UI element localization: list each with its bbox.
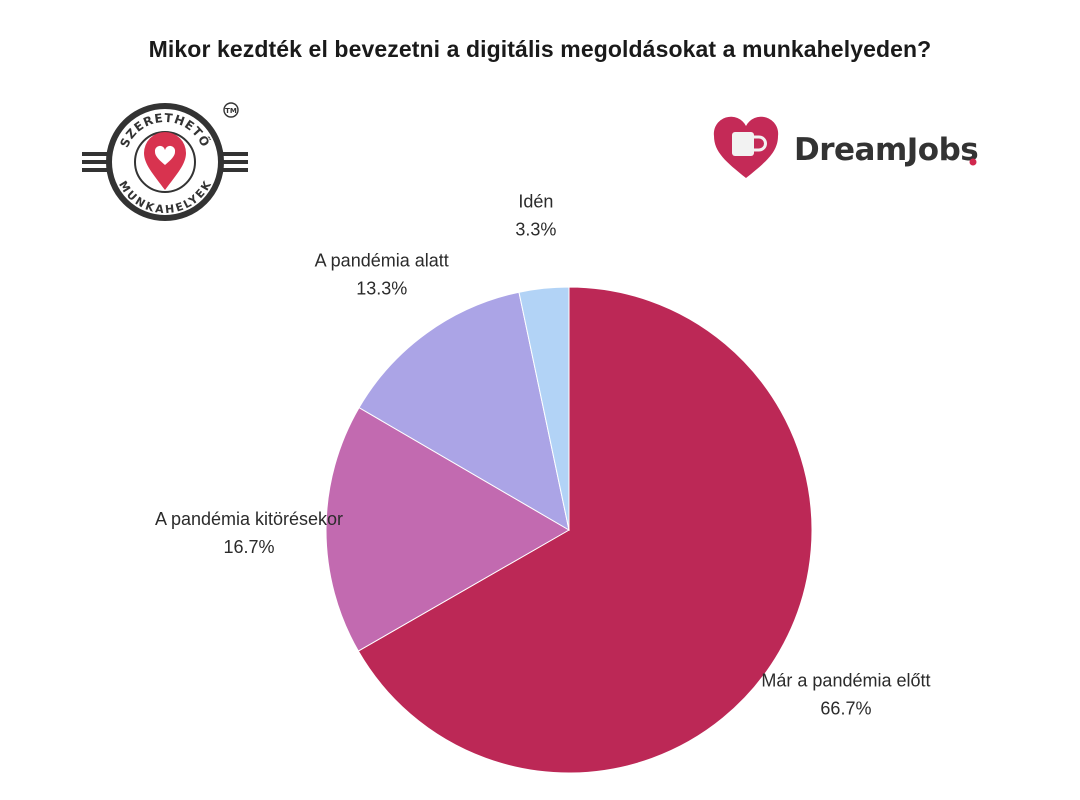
pie-slice: [325, 406, 570, 652]
slice-value-label: 66.7%: [820, 698, 871, 718]
slice-label: A pandémia alatt: [315, 251, 449, 271]
slice-label: Már a pandémia előtt: [761, 670, 930, 690]
pie-slice: [357, 286, 813, 774]
trademark-mark: TM: [225, 107, 237, 115]
slice-label: A pandémia kitörésekor: [155, 509, 343, 529]
pie-slice: [358, 291, 570, 531]
heart-mug-icon: [713, 116, 779, 178]
heart-pin-icon: [144, 132, 186, 190]
dreamjobs-wordmark: DreamJobs: [794, 132, 978, 168]
slice-value-label: 16.7%: [223, 537, 274, 557]
wordmark-dot: [969, 158, 977, 166]
pie-slice: [518, 286, 570, 531]
chart-title: Mikor kezdték el bevezetni a digitális m…: [148, 36, 932, 62]
slice-value-label: 3.3%: [515, 220, 556, 240]
slice-label: Idén: [518, 192, 553, 212]
szeretheto-munkahelyek-logo: SZERETHETŐ MUNKAHELYEK TM: [82, 102, 248, 221]
pie-slices: [325, 286, 813, 774]
slice-value-label: 13.3%: [356, 279, 407, 299]
pie-labels: Már a pandémia előtt 66.7% A pandémia kitö…: [155, 192, 931, 719]
dreamjobs-logo: DreamJobs: [713, 116, 979, 178]
